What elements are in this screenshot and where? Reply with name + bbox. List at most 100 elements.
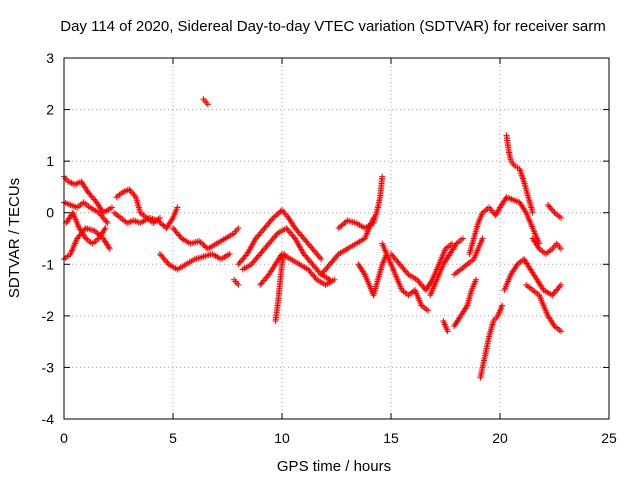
data-point — [379, 173, 386, 180]
series-track-d — [63, 209, 109, 247]
data-point — [290, 234, 297, 241]
series-track-n — [272, 250, 288, 325]
data-point — [199, 240, 206, 247]
data-point — [360, 270, 367, 277]
series-track-ab — [523, 281, 565, 335]
data-point — [281, 250, 288, 257]
x-axis-label: GPS time / hours — [277, 458, 391, 475]
y-tick-label: 1 — [46, 153, 54, 169]
data-point — [156, 218, 163, 225]
x-tick-label: 15 — [383, 430, 399, 446]
data-point — [341, 220, 348, 227]
data-point — [535, 244, 542, 251]
data-point — [177, 234, 184, 241]
data-point — [108, 204, 115, 211]
data-point — [197, 239, 204, 246]
data-point — [154, 217, 161, 224]
y-tick-label: -1 — [42, 256, 55, 272]
chart-title: Day 114 of 2020, Sidereal Day-to-day VTE… — [60, 18, 605, 35]
series-track-k — [235, 207, 325, 268]
data-point — [452, 242, 459, 249]
series-track-b — [61, 199, 111, 227]
data-point — [269, 216, 276, 223]
data-point — [334, 252, 341, 259]
data-point — [331, 276, 338, 283]
series-track-ad — [544, 201, 565, 221]
data-point — [335, 225, 342, 232]
data-point — [174, 204, 181, 211]
data-point — [558, 281, 565, 288]
series-track-w — [451, 235, 486, 278]
data-point — [276, 209, 283, 216]
plot-border — [63, 57, 610, 420]
series-track-v — [451, 276, 480, 330]
data-point — [558, 328, 565, 335]
data-point — [81, 234, 88, 241]
y-tick-label: 0 — [46, 205, 54, 221]
series-track-c — [61, 173, 115, 216]
data-point — [558, 214, 565, 221]
series-track-g — [156, 250, 233, 273]
data-point — [102, 225, 109, 232]
axis-ticks — [63, 57, 610, 420]
series-track-x — [466, 194, 543, 257]
data-point — [479, 235, 486, 242]
data-point — [550, 321, 557, 328]
series-track-y — [477, 302, 506, 381]
data-point — [529, 209, 536, 216]
series-track-j — [231, 276, 242, 288]
series-track-f — [111, 204, 181, 232]
data-point — [539, 285, 546, 292]
data-point — [340, 221, 347, 228]
data-point — [312, 275, 319, 282]
data-point — [242, 252, 249, 259]
series-track-z — [503, 132, 536, 216]
data-point — [159, 221, 166, 228]
data-point — [201, 243, 208, 250]
data-point — [94, 230, 101, 237]
data-point — [91, 227, 98, 234]
data-point — [164, 259, 171, 266]
x-tick-label: 20 — [492, 430, 508, 446]
y-tick-label: -3 — [42, 359, 55, 375]
data-point — [273, 231, 280, 238]
data-point — [459, 235, 466, 242]
series-track-h — [170, 225, 242, 252]
data-point — [169, 216, 176, 223]
series-track-i — [200, 96, 211, 108]
data-point — [271, 213, 278, 220]
data-point — [196, 238, 203, 245]
data-point — [235, 225, 242, 232]
data-point — [513, 262, 520, 269]
data-point — [101, 226, 108, 233]
data-point — [556, 283, 563, 290]
data-point — [106, 245, 113, 252]
x-tick-labels: 0 5 10 15 20 25 — [60, 430, 617, 446]
data-point — [92, 229, 99, 236]
data-point — [473, 276, 480, 283]
data-point — [274, 211, 281, 218]
data-point — [270, 214, 277, 221]
y-tick-label: -2 — [42, 308, 55, 324]
data-point — [273, 212, 280, 219]
gridlines — [64, 58, 609, 419]
series-track-l — [239, 225, 333, 283]
data-points — [61, 96, 565, 381]
y-tick-label: 3 — [46, 50, 54, 66]
data-point — [103, 218, 110, 225]
y-axis-label: SDTVAR / TECUs — [6, 178, 23, 298]
x-tick-label: 25 — [601, 430, 617, 446]
series-track-r — [379, 240, 432, 314]
data-point — [235, 281, 242, 288]
data-point — [204, 101, 211, 108]
x-tick-label: 10 — [274, 430, 290, 446]
series-track-aa — [501, 256, 565, 299]
data-point — [200, 241, 207, 248]
y-tick-label: -4 — [42, 411, 55, 427]
data-point — [104, 220, 111, 227]
y-tick-labels: -4 -3 -2 -1 0 1 2 3 — [42, 50, 55, 427]
data-point — [444, 328, 451, 335]
data-point — [337, 223, 344, 230]
series-track-p — [335, 173, 386, 232]
data-point — [463, 304, 470, 311]
